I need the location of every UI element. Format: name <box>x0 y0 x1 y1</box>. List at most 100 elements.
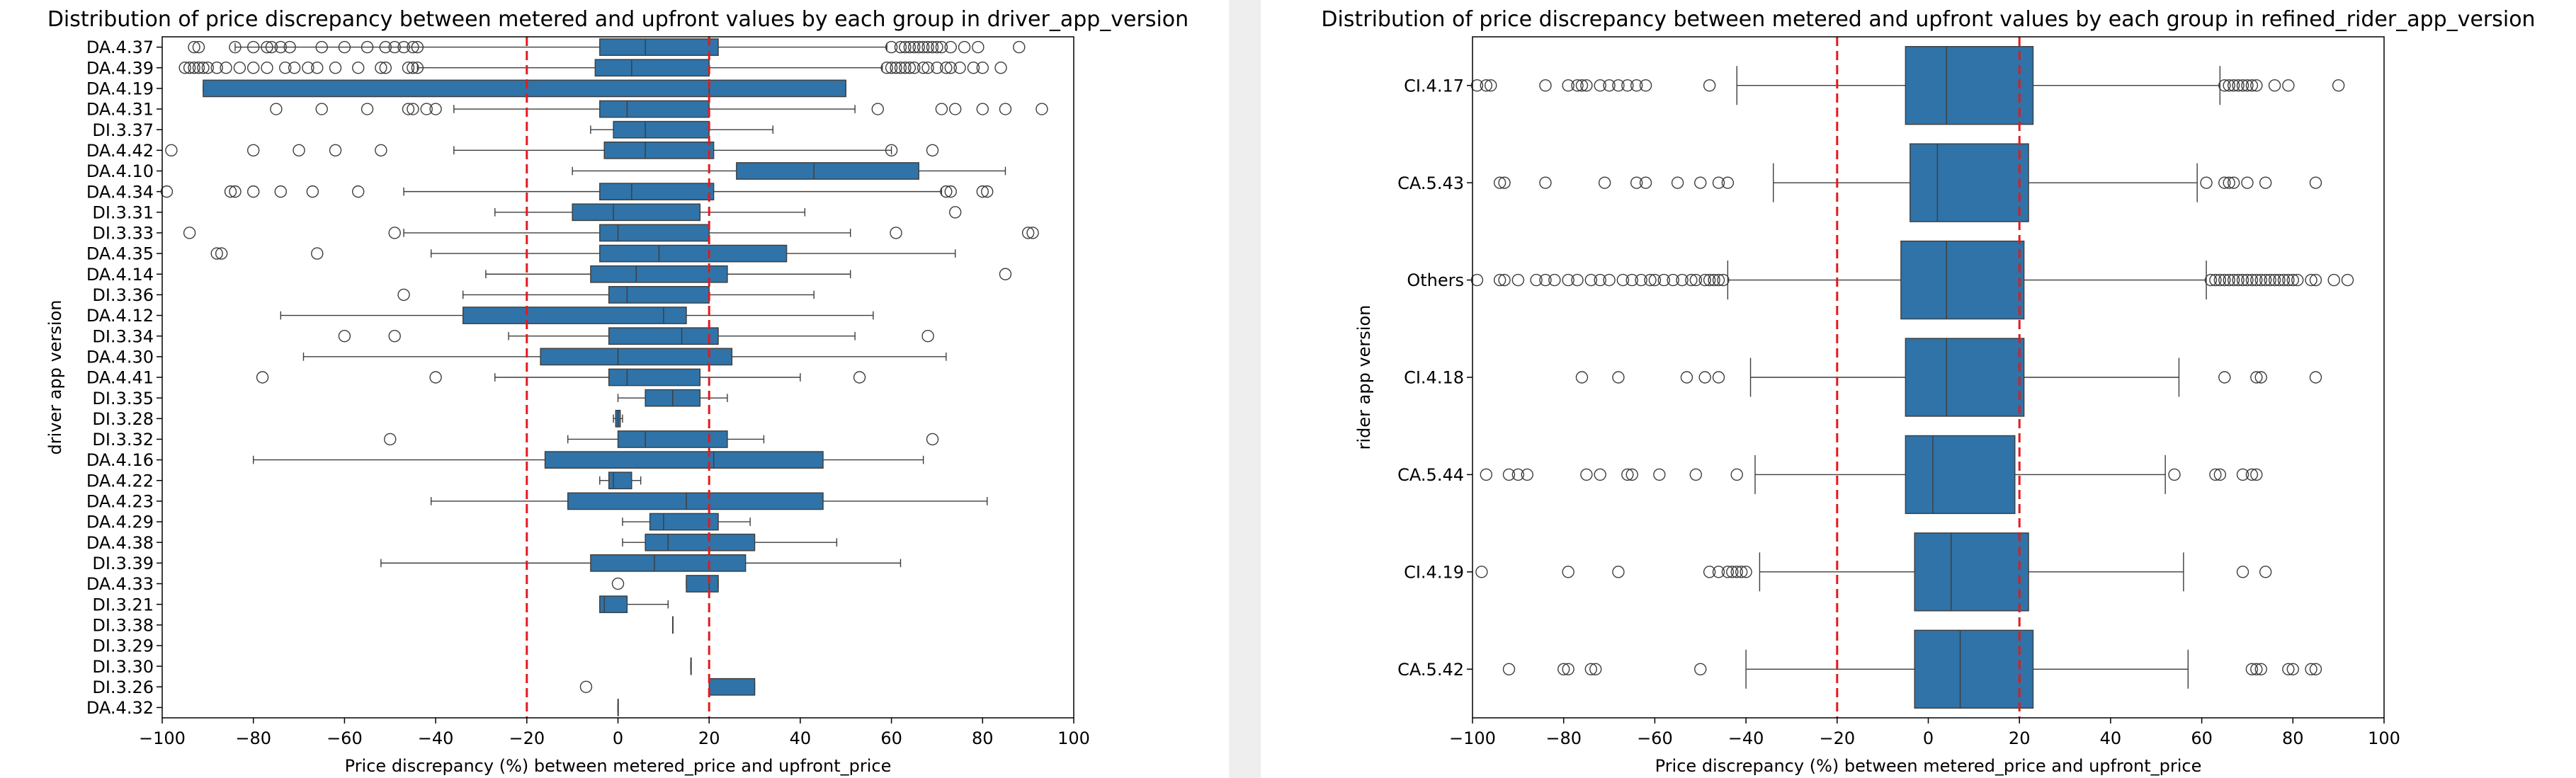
y-tick-label: DA.4.31 <box>86 100 154 120</box>
outlier-point <box>215 247 228 260</box>
outlier-point <box>1571 273 1584 287</box>
y-tick-label: CA.5.44 <box>1397 465 1464 485</box>
outlier-point <box>233 62 246 74</box>
outlier-point <box>1735 566 1748 578</box>
outlier-point <box>388 227 401 239</box>
outlier-point <box>1530 273 1543 287</box>
chart-title: Distribution of price discrepancy betwee… <box>1321 7 2535 32</box>
y-tick-label: DA.4.23 <box>86 492 154 512</box>
box <box>599 595 628 614</box>
outlier-point <box>994 62 1007 74</box>
outlier-point <box>958 40 971 54</box>
x-tick-label: −20 <box>1819 728 1855 748</box>
outlier-point <box>2209 468 2222 481</box>
outlier-point <box>2168 468 2181 481</box>
outlier-point <box>917 40 930 54</box>
y-tick-label: DI.3.36 <box>92 285 154 305</box>
outlier-point <box>247 185 260 198</box>
outlier-point <box>1639 79 1652 92</box>
x-tick-label: −80 <box>235 728 271 748</box>
y-tick-label: CI.4.18 <box>1404 368 1464 388</box>
outlier-point <box>2309 176 2322 189</box>
outlier-point <box>2245 273 2259 287</box>
x-tick-label: −80 <box>1545 728 1582 748</box>
outlier-point <box>2282 79 2295 92</box>
x-tick-label: 80 <box>2282 728 2304 748</box>
outlier-point <box>407 103 419 115</box>
outlier-point <box>1653 468 1666 481</box>
box <box>617 430 728 448</box>
outlier-point <box>899 40 912 54</box>
outlier-point <box>967 62 980 74</box>
box <box>1905 435 2016 515</box>
outlier-point <box>1589 663 1602 675</box>
outlier-point <box>981 185 994 198</box>
x-tick-label: 80 <box>972 728 994 748</box>
outlier-point <box>2282 273 2295 287</box>
outlier-point <box>2213 273 2227 287</box>
outlier-point <box>1493 176 1507 189</box>
outlier-point <box>1480 79 1493 92</box>
outlier-point <box>1013 40 1026 54</box>
outlier-point <box>976 185 989 198</box>
outlier-point <box>931 40 943 54</box>
outlier-point <box>2254 663 2267 675</box>
outlier-point <box>2245 468 2259 481</box>
outlier-point <box>247 144 260 157</box>
outlier-point <box>1603 273 1616 287</box>
outlier-point <box>1021 227 1035 239</box>
box <box>1905 338 2025 417</box>
outlier-point <box>261 62 273 74</box>
x-tick-label: 40 <box>790 728 812 748</box>
outlier-point <box>311 62 324 74</box>
outlier-point <box>894 62 907 74</box>
outlier-point <box>1712 176 1725 189</box>
outlier-point <box>1712 273 1725 287</box>
outlier-point <box>1621 79 1634 92</box>
box <box>567 492 824 510</box>
outlier-point <box>247 40 260 54</box>
outlier-point <box>2204 273 2218 287</box>
outlier-point <box>1575 371 1589 384</box>
outlier-point <box>1502 468 1516 481</box>
outlier-point <box>315 40 328 54</box>
y-tick-label: DA.4.10 <box>86 161 154 181</box>
outlier-point <box>1580 79 1593 92</box>
outlier-point <box>2286 663 2300 675</box>
y-tick-label: DA.4.35 <box>86 244 154 264</box>
box <box>1900 240 2025 320</box>
outlier-point <box>972 40 985 54</box>
box <box>613 120 710 139</box>
outlier-point <box>2223 273 2235 287</box>
y-tick-label: DI.3.30 <box>92 657 154 677</box>
y-tick-label: DI.3.38 <box>92 615 154 635</box>
box <box>463 307 687 324</box>
y-tick-label: DI.3.39 <box>92 554 154 573</box>
y-tick-label: DA.4.41 <box>86 368 154 388</box>
outlier-point <box>1539 273 1552 287</box>
outlier-point <box>1703 79 1716 92</box>
y-tick-label: DI.3.33 <box>92 224 154 244</box>
outlier-point <box>2227 273 2240 287</box>
outlier-point <box>429 103 442 115</box>
box <box>608 368 701 387</box>
outlier-point <box>1584 273 1598 287</box>
outlier-point <box>1698 273 1711 287</box>
outlier-point <box>926 144 939 157</box>
x-tick-label: 40 <box>2100 728 2122 748</box>
box <box>1914 532 2029 612</box>
x-tick-label: 100 <box>1057 728 1090 748</box>
outlier-point <box>192 62 205 74</box>
x-tick-label: 60 <box>880 728 902 748</box>
outlier-point <box>912 40 925 54</box>
box <box>590 554 747 572</box>
y-tick-label: CI.4.19 <box>1404 562 1464 582</box>
outlier-point <box>1698 371 1711 384</box>
outlier-point <box>1680 371 1693 384</box>
box <box>736 162 919 180</box>
x-tick-label: 0 <box>1923 728 1934 748</box>
outlier-point <box>210 62 223 74</box>
outlier-point <box>1562 566 1574 578</box>
outlier-point <box>188 40 200 54</box>
outlier-point <box>1717 273 1730 287</box>
